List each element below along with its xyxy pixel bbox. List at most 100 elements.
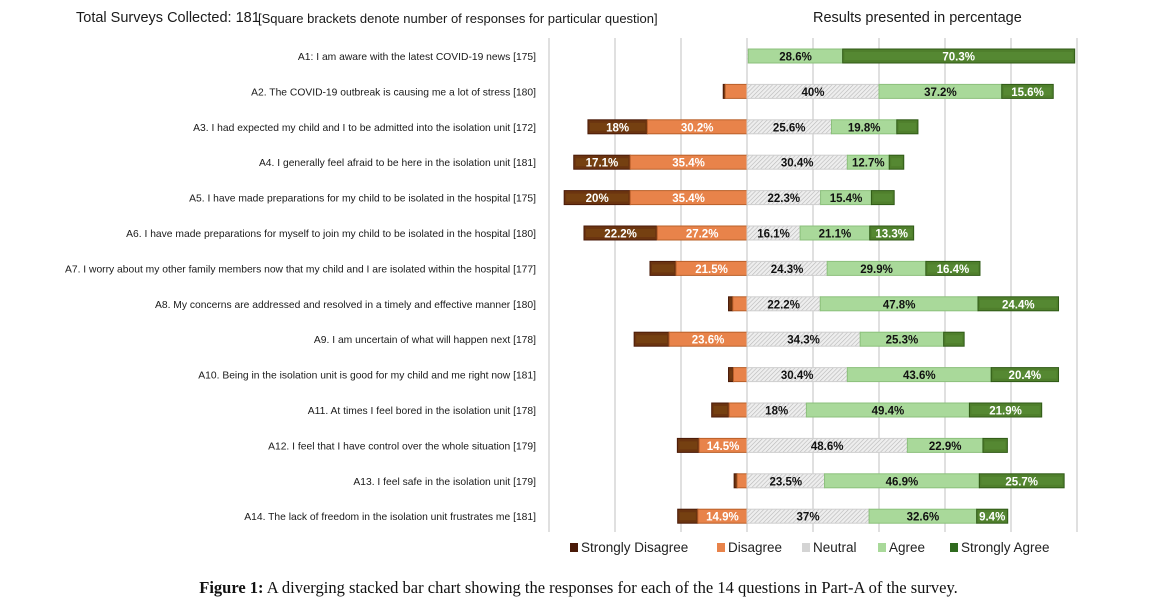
gridlines — [548, 38, 1078, 532]
legend-swatch-strongly-disagree — [570, 543, 578, 552]
data-label-strongly-disagree: 18% — [606, 122, 629, 134]
data-label-strongly-agree: 21.9% — [989, 406, 1022, 418]
diverging-bar-chart: A1: I am aware with the latest COVID-19 … — [65, 38, 1078, 555]
data-label-neutral: 22.3% — [767, 193, 800, 205]
bar-disagree — [732, 367, 748, 383]
caption-label: Figure 1: — [199, 578, 264, 597]
bar-strongly-disagree-shade — [679, 512, 696, 521]
total-surveys-label: Total Surveys Collected: 181 — [76, 10, 260, 26]
category-label: A3. I had expected my child and I to be … — [193, 123, 536, 134]
data-label-agree: 25.3% — [886, 335, 919, 347]
results-title: Results presented in percentage — [813, 10, 1022, 26]
bar-strongly-agree-shade — [993, 370, 1057, 379]
data-label-neutral: 16.1% — [757, 229, 790, 241]
category-label: A11. At times I feel bored in the isolat… — [308, 406, 536, 417]
bar-disagree — [724, 83, 748, 99]
bar-disagree — [728, 402, 748, 418]
bar-strongly-disagree-shade — [575, 158, 629, 167]
legend: Strongly Disagree Disagree Neutral Agree Str… — [570, 540, 1050, 555]
data-label-strongly-agree: 24.4% — [1002, 299, 1035, 311]
data-label-strongly-agree: 15.6% — [1011, 87, 1044, 99]
data-label-neutral: 37% — [797, 512, 820, 524]
data-label-disagree: 14.5% — [707, 441, 740, 453]
bar-strongly-agree-shade — [984, 441, 1006, 450]
data-label-agree: 43.6% — [903, 370, 936, 382]
data-label-neutral: 48.6% — [811, 441, 844, 453]
bar-strongly-agree-shade — [980, 299, 1057, 308]
bar-strongly-agree-shade — [945, 335, 963, 344]
data-label-strongly-agree: 13.3% — [875, 229, 908, 241]
legend-swatch-agree — [878, 543, 886, 552]
bar-strongly-disagree-shade — [679, 441, 698, 450]
bar-strongly-disagree-shade — [713, 406, 728, 414]
category-label: A6. I have made preparations for myself … — [126, 229, 536, 240]
category-label: A5. I have made preparations for my chil… — [189, 194, 536, 205]
data-label-strongly-disagree: 22.2% — [604, 229, 637, 241]
bar-strongly-agree-shade — [971, 406, 1040, 414]
caption-text: A diverging stacked bar chart showing th… — [263, 578, 958, 597]
bar-strongly-disagree-shade — [730, 370, 732, 379]
data-label-strongly-disagree: 20% — [586, 193, 609, 205]
bar-strongly-disagree-shade — [585, 229, 656, 237]
data-label-strongly-agree: 25.7% — [1005, 476, 1038, 488]
data-label-neutral: 40% — [801, 87, 824, 99]
data-label-agree: 19.8% — [848, 122, 881, 134]
data-label-disagree: 21.5% — [695, 264, 728, 276]
category-label: A7. I worry about my other family member… — [65, 264, 536, 275]
bar-disagree — [736, 473, 748, 489]
bar-strongly-disagree-shade — [589, 122, 646, 131]
bar-strongly-agree-shade — [844, 52, 1073, 60]
category-label: A8. My concerns are addressed and resolv… — [155, 300, 536, 311]
bar-strongly-disagree-shade — [651, 264, 675, 273]
legend-label-disagree: Disagree — [728, 540, 782, 555]
figure-caption: Figure 1: A diverging stacked bar chart … — [0, 578, 1157, 598]
data-label-agree: 29.9% — [860, 264, 893, 276]
category-label: A12. I feel that I have control over the… — [268, 441, 536, 452]
data-label-disagree: 27.2% — [686, 229, 719, 241]
data-label-strongly-agree: 20.4% — [1009, 370, 1042, 382]
bar-strongly-agree-shade — [978, 512, 1006, 521]
category-label: A10. Being in the isolation unit is good… — [198, 371, 536, 382]
data-label-neutral: 34.3% — [787, 335, 820, 347]
data-label-neutral: 30.4% — [781, 370, 814, 382]
data-label-agree: 22.9% — [929, 441, 962, 453]
data-label-neutral: 24.3% — [771, 264, 804, 276]
data-label-agree: 12.7% — [852, 158, 885, 170]
data-label-neutral: 18% — [765, 406, 788, 418]
category-label: A1: I am aware with the latest COVID-19 … — [298, 52, 536, 63]
legend-swatch-strongly-agree — [950, 543, 958, 552]
data-label-agree: 49.4% — [872, 406, 905, 418]
data-label-disagree: 35.4% — [672, 158, 705, 170]
bar-strongly-agree-shade — [873, 193, 893, 202]
data-label-neutral: 23.5% — [769, 476, 802, 488]
bars: 28.6% 70.3% 40% 37.2% 15.6% 18% 30.2% 25.6% 19.8… — [563, 48, 1076, 524]
bar-strongly-disagree-shade — [566, 193, 629, 202]
category-label: A4. I generally feel afraid to be here i… — [259, 158, 536, 169]
data-label-disagree: 35.4% — [672, 193, 705, 205]
data-label-agree: 21.1% — [819, 229, 852, 241]
legend-swatch-disagree — [717, 543, 725, 552]
legend-swatch-neutral — [802, 543, 810, 552]
bar-disagree — [732, 296, 748, 312]
data-label-strongly-agree: 9.4% — [979, 512, 1005, 524]
bar-strongly-agree-shade — [871, 229, 912, 237]
category-label: A13. I feel safe in the isolation unit [… — [353, 477, 536, 488]
data-label-strongly-disagree: 17.1% — [586, 158, 619, 170]
data-label-neutral: 25.6% — [773, 122, 806, 134]
data-label-agree: 47.8% — [883, 299, 916, 311]
bar-strongly-agree-shade — [891, 158, 902, 167]
bracket-note: [Square brackets denote number of respon… — [258, 11, 658, 26]
category-label: A2. The COVID-19 outbreak is causing me … — [251, 87, 536, 98]
bar-strongly-agree-shade — [981, 476, 1063, 485]
data-label-neutral: 30.4% — [781, 158, 814, 170]
data-label-agree: 28.6% — [779, 52, 812, 64]
data-label-disagree: 23.6% — [692, 335, 725, 347]
data-label-strongly-agree: 70.3% — [942, 52, 975, 64]
data-label-neutral: 22.2% — [767, 299, 800, 311]
data-label-disagree: 30.2% — [681, 122, 714, 134]
bar-strongly-agree-shade — [1003, 87, 1052, 96]
bar-strongly-agree-shade — [927, 264, 978, 273]
legend-label-strongly-disagree: Strongly Disagree — [581, 540, 688, 555]
bar-strongly-agree-shade — [898, 122, 916, 131]
data-label-agree: 15.4% — [830, 193, 863, 205]
